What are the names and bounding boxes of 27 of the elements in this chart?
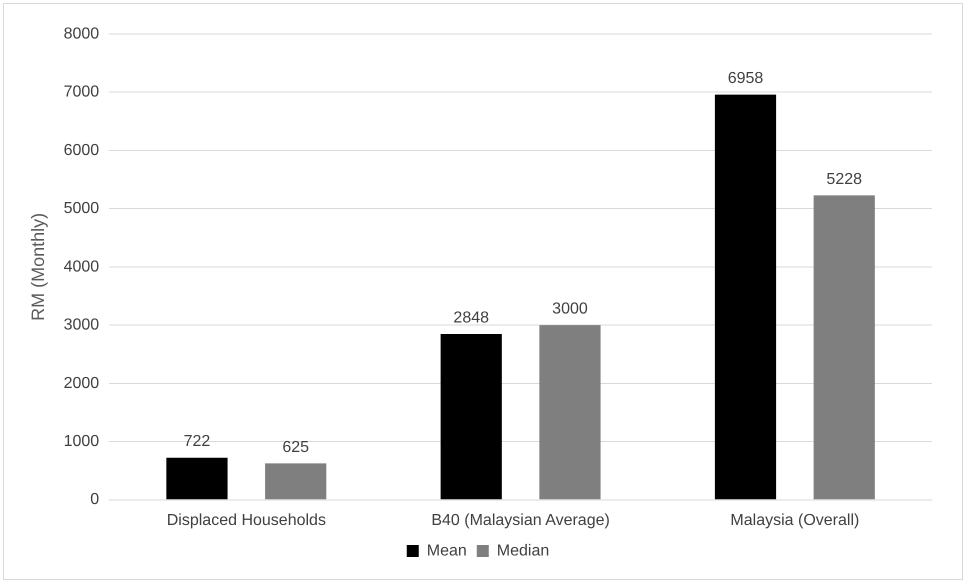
y-tick-label: 3000 <box>64 316 100 334</box>
bar <box>814 195 875 500</box>
data-label: 5228 <box>826 170 862 188</box>
data-label: 6958 <box>728 70 764 88</box>
x-tick-label: Displaced Households <box>166 512 326 529</box>
y-tick-label: 4000 <box>64 258 100 276</box>
y-axis-title: RM (Monthly) <box>28 212 48 321</box>
x-tick-label: Malaysia (Overall) <box>730 512 860 529</box>
x-tick-label: B40 (Malaysian Average) <box>431 512 610 529</box>
y-tick-label: 5000 <box>64 200 100 218</box>
bar <box>539 325 601 500</box>
data-label: 3000 <box>552 300 588 318</box>
bar <box>440 334 502 500</box>
y-tick-label: 8000 <box>64 25 100 42</box>
data-label: 2848 <box>453 309 490 326</box>
y-tick-label: 6000 <box>64 142 100 159</box>
bar <box>714 94 776 500</box>
y-tick-label: 2000 <box>64 374 100 392</box>
data-label: 722 <box>184 433 210 450</box>
bar <box>166 458 228 500</box>
y-tick-label: 0 <box>90 491 100 508</box>
legend-label: Mean <box>426 542 467 560</box>
bar <box>265 463 326 500</box>
data-label: 625 <box>282 438 310 456</box>
y-tick-label: 1000 <box>64 432 100 450</box>
legend-label: Median <box>496 542 550 560</box>
y-tick-label: 7000 <box>64 84 100 101</box>
